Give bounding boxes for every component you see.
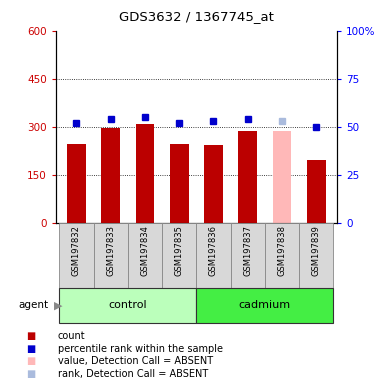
Text: GSM197833: GSM197833 — [106, 225, 115, 276]
Text: GSM197835: GSM197835 — [175, 225, 184, 276]
Text: GSM197834: GSM197834 — [141, 225, 149, 276]
Text: GSM197838: GSM197838 — [278, 225, 286, 276]
Text: GSM197836: GSM197836 — [209, 225, 218, 276]
Text: ▶: ▶ — [54, 300, 62, 310]
Text: ■: ■ — [26, 344, 35, 354]
Bar — [231, 223, 265, 288]
Bar — [204, 145, 223, 223]
Bar — [196, 223, 231, 288]
Bar — [101, 128, 120, 223]
Bar — [299, 223, 333, 288]
Bar — [59, 288, 196, 323]
Bar — [94, 223, 128, 288]
Text: count: count — [58, 331, 85, 341]
Bar — [136, 124, 154, 223]
Text: percentile rank within the sample: percentile rank within the sample — [58, 344, 223, 354]
Text: agent: agent — [18, 300, 48, 310]
Bar — [238, 131, 257, 223]
Bar — [273, 131, 291, 223]
Text: GSM197832: GSM197832 — [72, 225, 81, 276]
Bar — [196, 288, 333, 323]
Text: GSM197837: GSM197837 — [243, 225, 252, 276]
Bar — [307, 161, 326, 223]
Text: ■: ■ — [26, 356, 35, 366]
Text: GSM197839: GSM197839 — [312, 225, 321, 276]
Text: cadmium: cadmium — [239, 300, 291, 310]
Bar — [170, 144, 189, 223]
Text: ■: ■ — [26, 331, 35, 341]
Bar — [59, 223, 94, 288]
Text: ■: ■ — [26, 369, 35, 379]
Bar — [265, 223, 299, 288]
Text: value, Detection Call = ABSENT: value, Detection Call = ABSENT — [58, 356, 213, 366]
Bar — [128, 223, 162, 288]
Bar — [67, 144, 86, 223]
Text: rank, Detection Call = ABSENT: rank, Detection Call = ABSENT — [58, 369, 208, 379]
Text: GDS3632 / 1367745_at: GDS3632 / 1367745_at — [119, 10, 274, 23]
Text: control: control — [109, 300, 147, 310]
Bar — [162, 223, 196, 288]
